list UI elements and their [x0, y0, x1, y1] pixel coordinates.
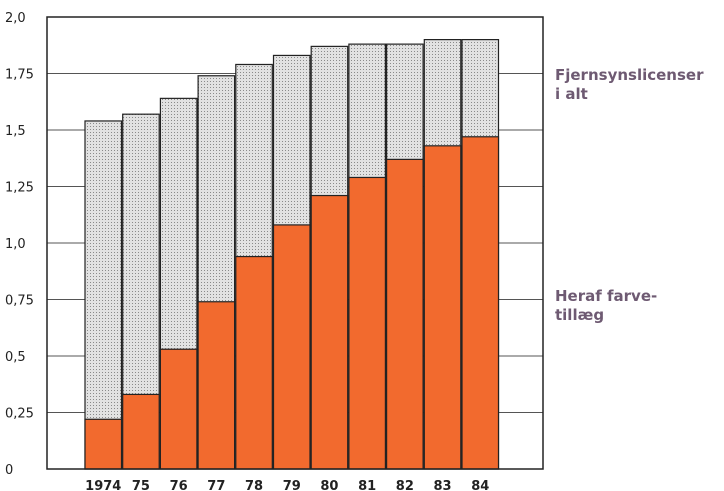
- bar-color-addon: [423, 145, 462, 470]
- bar-color-addon: [197, 301, 236, 470]
- x-tick-label: 80: [320, 479, 338, 491]
- x-tick-label: 77: [207, 479, 225, 491]
- legend-total-licenses: Fjernsynslicenser i alt: [555, 66, 703, 104]
- y-tick-label: 1,0: [5, 237, 26, 252]
- bars: [84, 38, 500, 470]
- x-tick-label: 78: [245, 479, 263, 491]
- y-tick-label: 1,5: [5, 124, 26, 139]
- bar-color-addon: [235, 255, 273, 470]
- x-tick-label: 76: [170, 479, 188, 491]
- bar-color-addon: [84, 418, 123, 470]
- x-tick-label: 1974: [85, 479, 121, 491]
- x-tick-label: 75: [132, 479, 150, 491]
- y-axis-ticks: 0 0,25 0,5 0,75 1,0 1,25 1,5 1,75 2,0: [5, 11, 34, 478]
- bar-color-addon: [386, 158, 424, 470]
- legend-total-line1: Fjernsynslicenser: [555, 66, 704, 84]
- y-tick-label: 0: [5, 463, 13, 478]
- y-tick-label: 0,25: [5, 407, 34, 422]
- y-tick-label: 0,5: [5, 350, 26, 365]
- y-tick-label: 1,25: [5, 181, 34, 196]
- plot-frame: [46, 16, 544, 470]
- bar-total-licenses: [84, 120, 123, 470]
- x-tick-label: 82: [396, 479, 414, 491]
- legend-color-addon: Heraf farve- tillæg: [555, 287, 657, 325]
- bar-color-addon: [272, 224, 311, 470]
- legend-color-line1: Heraf farve-: [555, 287, 658, 305]
- bar-color-addon: [461, 136, 500, 470]
- bar-color-addon: [348, 176, 386, 470]
- x-axis-ticks: 1974 75 76 77 78 79 80 81 82 83 84: [85, 479, 489, 491]
- bar-color-addon: [122, 393, 160, 470]
- x-tick-label: 83: [434, 479, 452, 491]
- y-tick-label: 1,75: [5, 68, 34, 83]
- x-tick-label: 81: [358, 479, 376, 491]
- bar-color-addon: [310, 194, 349, 470]
- y-tick-label: 2,0: [5, 11, 26, 26]
- y-tick-label: 0,75: [5, 294, 34, 309]
- legend-total-line2: i alt: [555, 85, 588, 103]
- x-tick-label: 79: [283, 479, 301, 491]
- x-tick-label: 84: [471, 479, 489, 491]
- legend-color-line2: tillæg: [555, 306, 605, 324]
- bar-color-addon: [159, 348, 198, 470]
